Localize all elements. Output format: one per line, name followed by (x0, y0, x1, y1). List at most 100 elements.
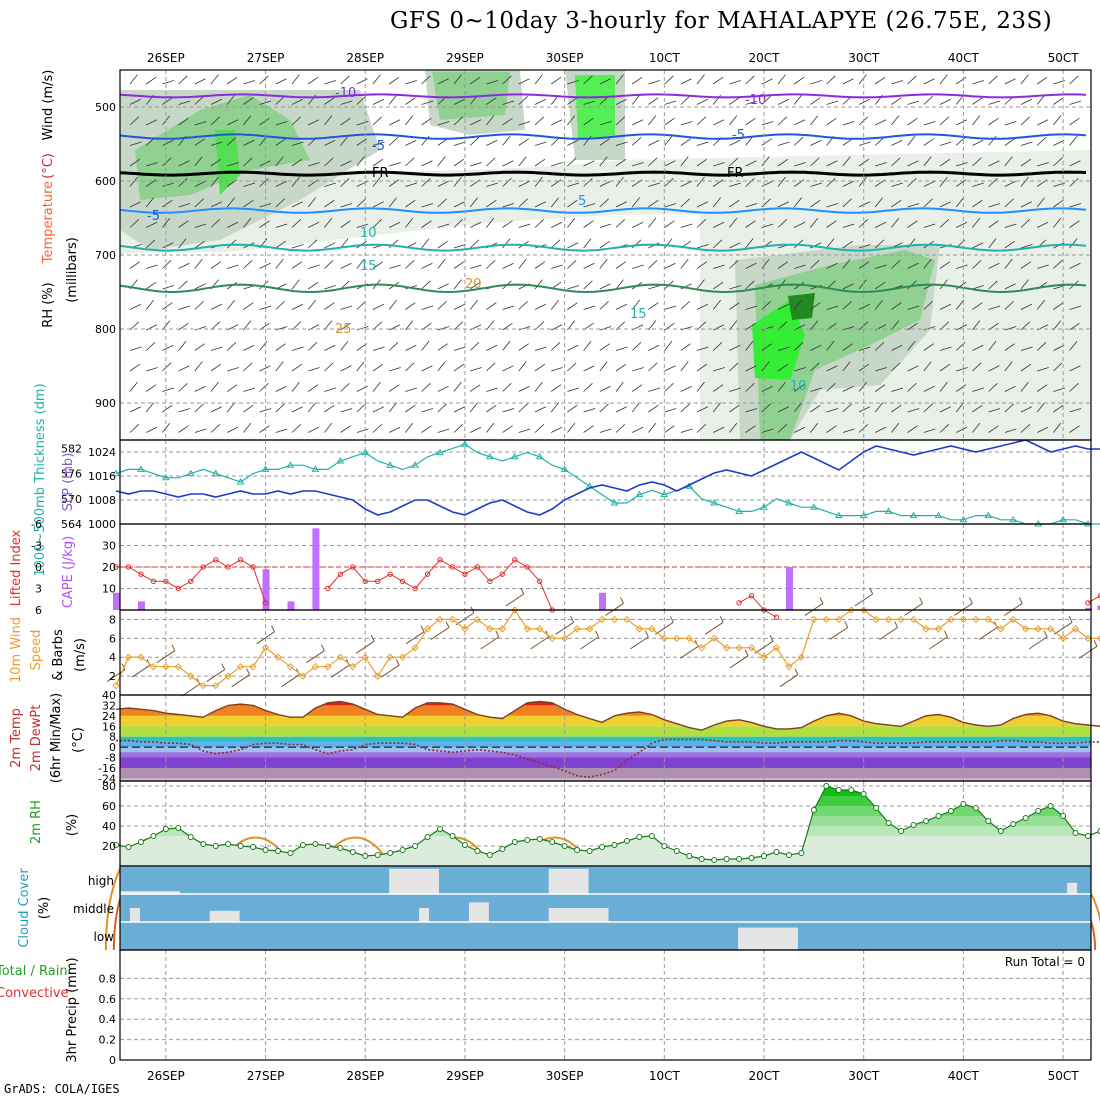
wind-barb (486, 97, 497, 105)
wind-barb (275, 258, 284, 269)
wind-barb (712, 197, 721, 208)
wind-barb (210, 201, 222, 208)
wind-barb (632, 367, 644, 372)
wind-speed-point (261, 644, 270, 652)
wind-barb (955, 179, 967, 187)
wind-barb (664, 178, 674, 187)
pressure-tick-label: 900 (95, 397, 116, 410)
wind-barb-10m (1078, 645, 1098, 659)
wind-barb (324, 182, 336, 187)
wind-barb (891, 320, 900, 331)
wind-barb (1069, 322, 1080, 331)
thickness-marker (436, 448, 444, 456)
wind-barb (324, 139, 336, 146)
cloud-block (129, 908, 140, 922)
wind-barb (534, 158, 546, 167)
wind-barb (275, 240, 286, 249)
wind-barb (696, 303, 708, 310)
lifted-index-point (424, 571, 431, 577)
credit-label: GrADS: COLA/IGES (4, 1082, 120, 1096)
wind-barb (291, 244, 304, 249)
wind-barb (226, 137, 237, 146)
wind-barb (567, 404, 578, 413)
wind-barb (518, 428, 531, 433)
wind-barb (842, 343, 853, 351)
wind-barb (1069, 408, 1082, 413)
wind-barb (421, 160, 433, 167)
wind-speed-point (822, 615, 831, 624)
wind-barb (972, 362, 982, 372)
wind-barb (923, 361, 932, 372)
wind-barb (388, 239, 399, 249)
thickness-marker (461, 440, 469, 447)
slp-tick-label: 1000 (88, 518, 116, 531)
precip-frame (119, 949, 1092, 1061)
isotherm-freezing (119, 170, 1087, 177)
contour-label: -10 (335, 86, 356, 101)
wind-barb (648, 422, 657, 433)
wind-barb (599, 343, 610, 351)
wind-speed-point (585, 625, 594, 633)
wind-barb (551, 119, 563, 126)
wind-speed-point (722, 644, 731, 652)
lifted-index-line (116, 559, 267, 603)
wind-barb (388, 94, 397, 105)
wind-barb-10m (968, 597, 973, 604)
contour-label: 10 (360, 226, 377, 241)
wind-barb-10m (281, 674, 300, 688)
wind-barb (1020, 424, 1031, 433)
wind-barb (972, 344, 984, 351)
wind-barb (194, 385, 206, 392)
lifted-index-point (449, 564, 456, 570)
wind-barb (437, 403, 447, 413)
thickness-marker (535, 452, 544, 460)
wind-barb (858, 219, 869, 228)
cloud-block (1067, 882, 1078, 894)
lifted-index-line (738, 595, 777, 618)
wind-barb (615, 219, 626, 228)
wind-barb (405, 404, 416, 413)
wind-barb (1053, 285, 1065, 290)
wind-barb-10m (306, 650, 325, 664)
wind-barb (259, 135, 268, 146)
wind-barb (599, 361, 608, 372)
x-tick-label-top: 50CT (1048, 51, 1080, 65)
wind-barb (631, 342, 642, 351)
wind-barb (615, 381, 624, 392)
wind-speed-point (311, 662, 320, 671)
wind-barb (956, 162, 968, 167)
wind-barb-10m (580, 636, 599, 650)
wind-barb (421, 365, 433, 372)
wind-barb (712, 342, 723, 351)
wind-barb (583, 220, 594, 228)
wind-barb (696, 219, 707, 228)
wind-barb (615, 424, 626, 433)
wind-barb (162, 404, 173, 413)
lifted-index-line (1087, 595, 1100, 604)
temp-tick-label: -24 (98, 772, 116, 785)
wind-barb (664, 135, 673, 146)
wind-barb (664, 117, 675, 126)
wind-speed-point (511, 606, 519, 614)
wind-barb (680, 78, 692, 85)
wind-barb-10m (1018, 597, 1023, 604)
thickness-marker (186, 469, 195, 477)
wind-speed-point (598, 615, 606, 624)
cloud-block (389, 868, 440, 894)
wind-barb (842, 223, 855, 228)
temp-tick-label: 8 (109, 731, 116, 744)
wind-barb (923, 428, 936, 433)
rh-point (860, 791, 867, 797)
wind-barb-10m (729, 655, 749, 669)
wind-barb (729, 97, 740, 105)
wind-barb (243, 344, 255, 351)
wind-barb-10m (1028, 636, 1048, 650)
wind-barb (259, 425, 270, 433)
wind-barb (372, 363, 384, 372)
wind-barb (810, 302, 821, 310)
wind-barb (178, 425, 189, 433)
wind-barb (923, 138, 934, 146)
x-tick-label-top: 40CT (948, 51, 980, 65)
wind-barb (340, 178, 350, 187)
